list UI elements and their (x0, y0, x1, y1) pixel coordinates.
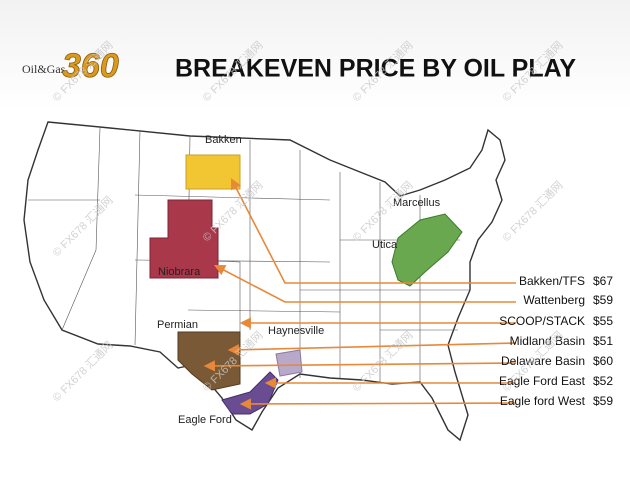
play-price: $67 (593, 274, 613, 288)
region-label: Haynesville (268, 325, 324, 337)
region-label: Marcellus (393, 197, 441, 209)
play-price: $59 (593, 293, 613, 307)
arrow (230, 178, 516, 284)
play-name: Eagle ford West (500, 394, 586, 408)
niobrara-area (149, 199, 219, 279)
play-name: Midland Basin (510, 334, 585, 348)
play-name: Delaware Basin (501, 354, 585, 368)
watermark: © FX678 汇通网 (500, 179, 566, 245)
play-name: Bakken/TFS (519, 274, 585, 288)
region-label: Bakken (205, 134, 242, 146)
marcellus-utica-area (391, 213, 463, 287)
play-price: $55 (593, 314, 613, 328)
play-name: SCOOP/STACK (499, 314, 585, 328)
arrow (203, 360, 517, 372)
play-price: $60 (593, 354, 613, 368)
region-label: Utica (372, 239, 398, 251)
arrow (239, 398, 517, 410)
logo-brand: Oil&Gas (22, 62, 66, 76)
play-list: Bakken/TFS $67 Wattenberg $59 SCOOP/STACK $55… (203, 178, 613, 410)
bakken-area (185, 154, 241, 190)
us-outline (23, 121, 506, 442)
haynesville-area (275, 349, 303, 377)
play-price: $52 (593, 374, 613, 388)
play-name: Eagle Ford East (499, 374, 586, 388)
play-price: $51 (593, 334, 613, 348)
title: BREAKEVEN PRICE BY OIL PLAY (175, 55, 576, 83)
logo-number: 360 (62, 47, 119, 85)
region-label: Niobrara (158, 266, 201, 278)
header-band (0, 0, 630, 110)
watermark: © FX678 汇通网 (50, 339, 116, 405)
region-label: Eagle Ford (178, 414, 232, 426)
region-label: Permian (157, 319, 198, 331)
arrow (227, 342, 517, 356)
play-price: $59 (593, 394, 613, 408)
arrow (214, 264, 516, 303)
play-name: Wattenberg (523, 293, 585, 307)
